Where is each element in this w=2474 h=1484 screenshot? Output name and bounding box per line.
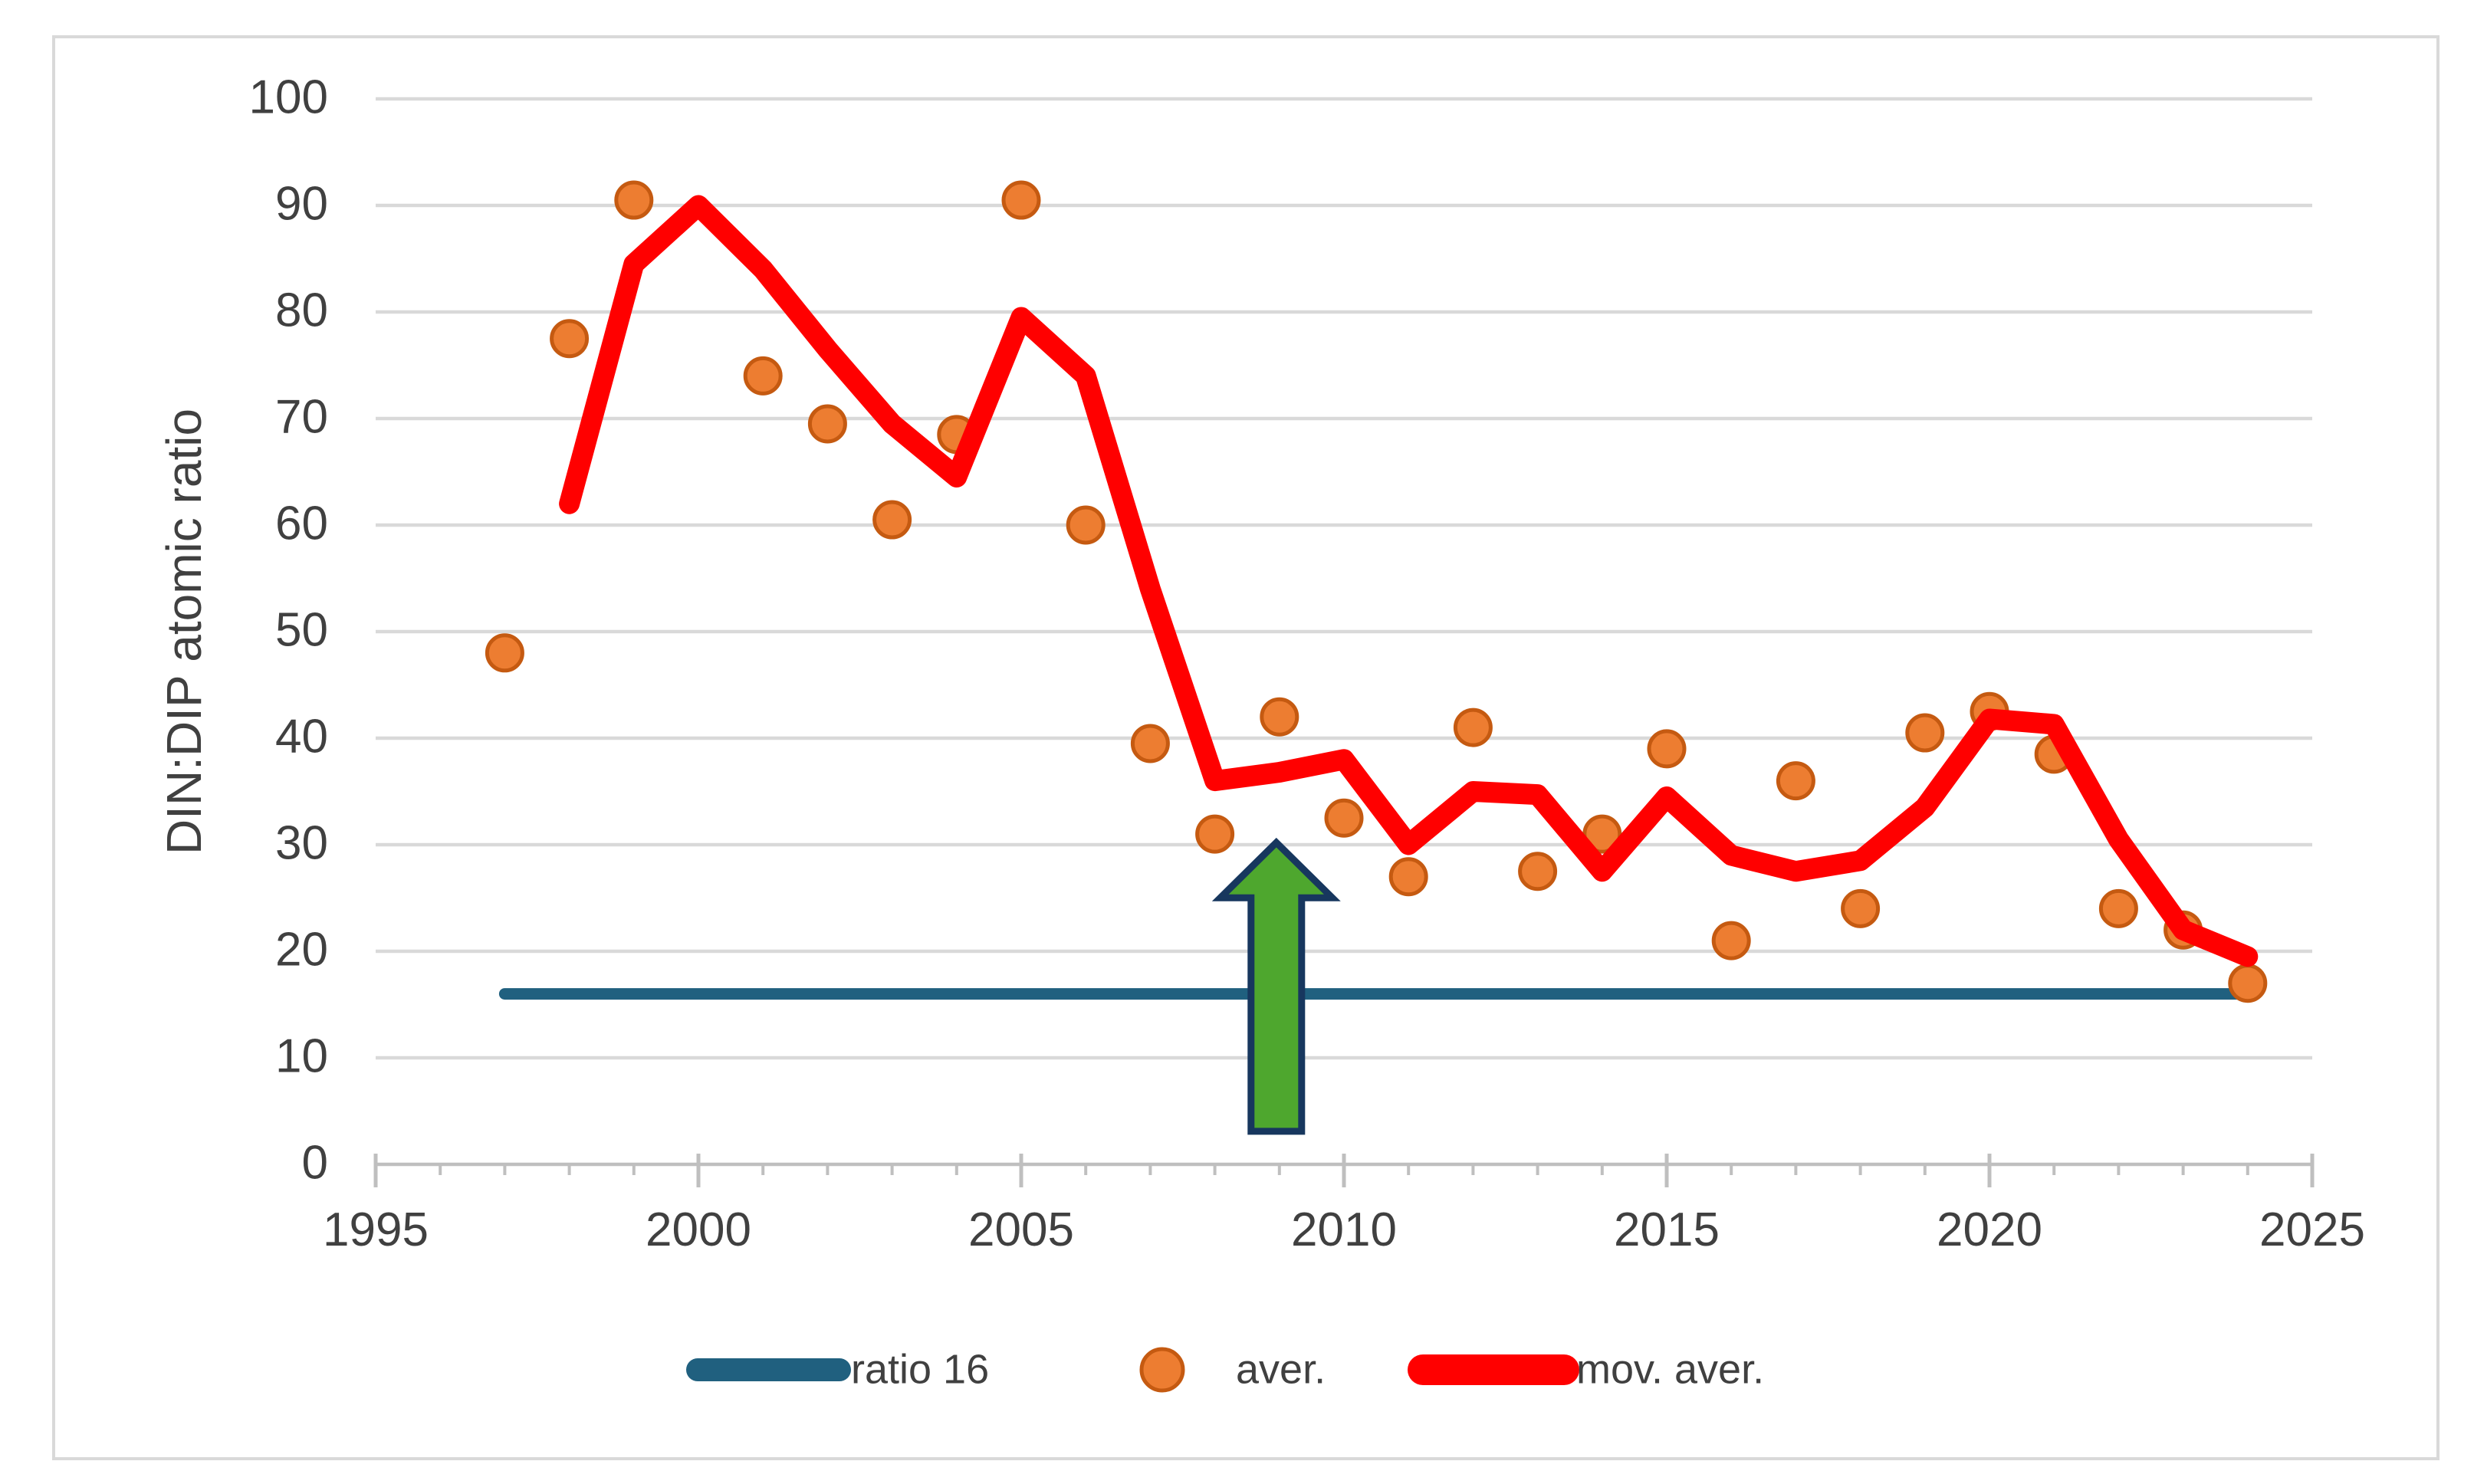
legend-label-aver: aver. [1236, 1346, 1326, 1392]
green-up-arrow [1211, 837, 1341, 1135]
y-tick-label: 70 [275, 390, 328, 443]
y-tick-label: 60 [275, 497, 328, 550]
scatter-point-aver-2019 [1905, 713, 1945, 753]
scatter-point-aver-2002 [807, 404, 847, 444]
chart-outer-border [52, 35, 2440, 1460]
y-axis-title: DIN:DIP atomic ratio [156, 409, 212, 855]
scatter-point-aver-2003 [872, 500, 912, 540]
plot-series [485, 180, 2268, 1003]
x-tick-label: 2015 [1614, 1203, 1720, 1256]
scatter-point-aver-1997 [485, 633, 524, 673]
scatter-point-aver-2022 [2098, 888, 2138, 928]
y-tick-label: 80 [275, 284, 328, 337]
x-tick-label: 2025 [2259, 1203, 2365, 1256]
scatter-point-aver-2008 [1195, 814, 1235, 854]
x-tick-label: 2020 [1937, 1203, 2042, 1256]
x-tick-label: 1995 [323, 1203, 429, 1256]
scatter-point-aver-2014 [1582, 814, 1622, 854]
scatter-point-aver-2009 [1260, 697, 1299, 737]
scatter-point-aver-2018 [1841, 888, 1881, 928]
x-tick-label: 2005 [968, 1203, 1074, 1256]
scatter-point-aver-2017 [1776, 761, 1815, 801]
axes: 0 10 20 30 40 50 60 70 80 90 100 1995 2000 2005 2010 20… [156, 71, 2365, 1256]
y-tick-label: 0 [302, 1136, 328, 1189]
legend: ratio 16 aver. mov. aver. [686, 1346, 1764, 1393]
scatter-point-aver-2007 [1130, 724, 1170, 763]
scatter-point-aver-2012 [1453, 708, 1493, 747]
scatter-point-aver-2016 [1711, 921, 1751, 960]
scatter-point-aver-2001 [743, 356, 783, 396]
scatter-point-aver-2010 [1324, 798, 1364, 838]
legend-label-ratio16: ratio 16 [851, 1346, 989, 1392]
series-moving-average-line [559, 195, 2259, 967]
scatter-point-aver-2013 [1518, 852, 1558, 891]
gridlines [376, 97, 2312, 1060]
x-tick-label: 2010 [1291, 1203, 1397, 1256]
y-tick-label: 10 [275, 1029, 328, 1082]
annotations [1211, 837, 1341, 1135]
scatter-point-aver-1998 [550, 319, 590, 359]
scatter-point-aver-1999 [614, 180, 654, 220]
legend-label-moving-average: mov. aver. [1576, 1346, 1764, 1392]
y-tick-label: 90 [275, 177, 328, 230]
scatter-point-aver-2005 [1001, 180, 1041, 220]
scatter-point-aver-2011 [1388, 857, 1428, 897]
y-tick-label: 40 [275, 710, 328, 763]
scatter-point-aver-2024 [2228, 964, 2268, 1003]
y-tick-label: 30 [275, 816, 328, 869]
scatter-point-aver-2015 [1647, 729, 1687, 769]
y-tick-label: 20 [275, 923, 328, 976]
x-tick-label: 2000 [646, 1203, 751, 1256]
scatter-point-aver-2006 [1066, 505, 1106, 545]
legend-swatch-aver-dot [1139, 1347, 1185, 1393]
y-tick-label: 50 [275, 603, 328, 656]
y-tick-label: 100 [249, 71, 328, 123]
